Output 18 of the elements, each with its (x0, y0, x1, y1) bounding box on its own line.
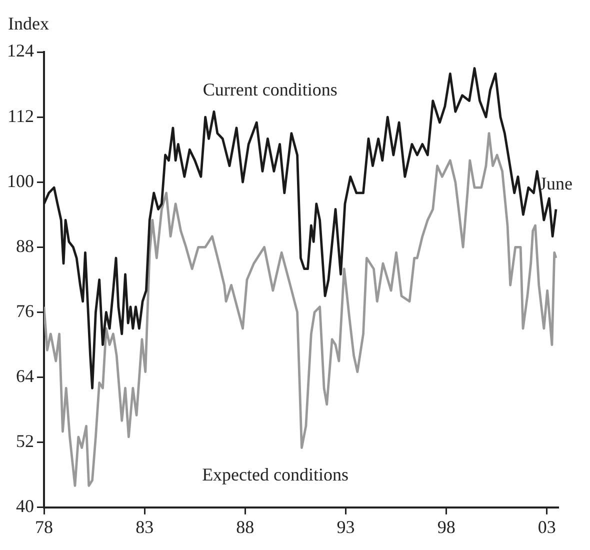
x-tick-label: 93 (336, 516, 355, 537)
x-tick-label: 98 (437, 516, 456, 537)
y-tick-label: 100 (7, 170, 34, 191)
y-tick-label: 76 (16, 300, 34, 321)
y-tick-label: 64 (16, 366, 34, 386)
y-tick-label: 52 (16, 431, 34, 452)
x-tick-label: 03 (538, 516, 556, 537)
annotation: June (539, 174, 572, 194)
series-label: Current conditions (202, 79, 338, 100)
x-tick-label: 83 (136, 516, 154, 537)
y-tick-label: 88 (16, 236, 34, 256)
y-tick-label: 124 (7, 40, 34, 61)
x-tick-label: 88 (236, 516, 254, 537)
y-tick-label: 40 (16, 496, 34, 516)
y-tick-label: 112 (8, 106, 34, 126)
text: Expected conditions (202, 464, 349, 484)
y-axis-title: Index (8, 14, 49, 34)
x-tick-label: 78 (35, 516, 53, 537)
